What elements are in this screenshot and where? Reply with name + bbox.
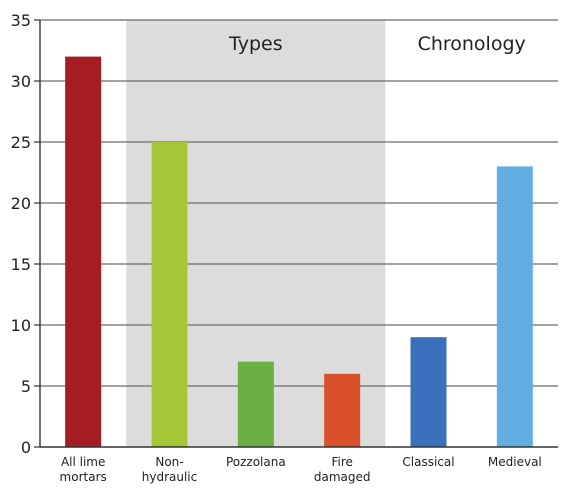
- x-tick-label-0: All lime mortars: [60, 455, 107, 484]
- x-tick-label-1: Non-hydraulic: [142, 455, 197, 484]
- x-tick-label-4: Classical: [402, 455, 454, 469]
- group-label-1: Chronology: [418, 33, 526, 55]
- labels-layer: Types Chronology 0 5 10 15 20 25 30 35 All lime mor…: [11, 11, 542, 484]
- x-tick-label-5: Medieval: [488, 455, 542, 469]
- bars-layer: [65, 56, 533, 447]
- x-tick-label-line: Fire: [331, 455, 352, 469]
- y-tick-label-25: 25: [11, 133, 31, 152]
- bar-5: [496, 166, 533, 447]
- y-tick-label-5: 5: [21, 377, 31, 396]
- group-label-0: Types: [228, 33, 283, 55]
- y-tick-label-35: 35: [11, 11, 31, 30]
- x-tick-label-line: Non-: [155, 455, 183, 469]
- x-tick-label-line: Medieval: [488, 455, 542, 469]
- gridlines-layer: [40, 19, 558, 387]
- y-tick-label-10: 10: [11, 316, 31, 335]
- bar-0: [65, 56, 102, 447]
- x-tick-label-line: All lime: [61, 455, 105, 469]
- bar-4: [410, 337, 447, 447]
- x-tick-label-line: mortars: [60, 470, 107, 484]
- x-tick-label-line: hydraulic: [142, 470, 197, 484]
- y-tick-label-0: 0: [21, 438, 31, 457]
- y-tick-label-30: 30: [11, 72, 31, 91]
- x-tick-label-3: Fire damaged: [314, 455, 371, 484]
- bar-1: [151, 142, 188, 447]
- x-tick-label-line: Classical: [402, 455, 454, 469]
- x-tick-label-line: damaged: [314, 470, 371, 484]
- bar-3: [324, 373, 361, 447]
- y-tick-label-20: 20: [11, 194, 31, 213]
- y-tick-label-15: 15: [11, 255, 31, 274]
- bar-2: [237, 361, 274, 447]
- axes-layer: [34, 19, 558, 448]
- x-tick-label-2: Pozzolana: [226, 455, 286, 469]
- x-tick-label-line: Pozzolana: [226, 455, 286, 469]
